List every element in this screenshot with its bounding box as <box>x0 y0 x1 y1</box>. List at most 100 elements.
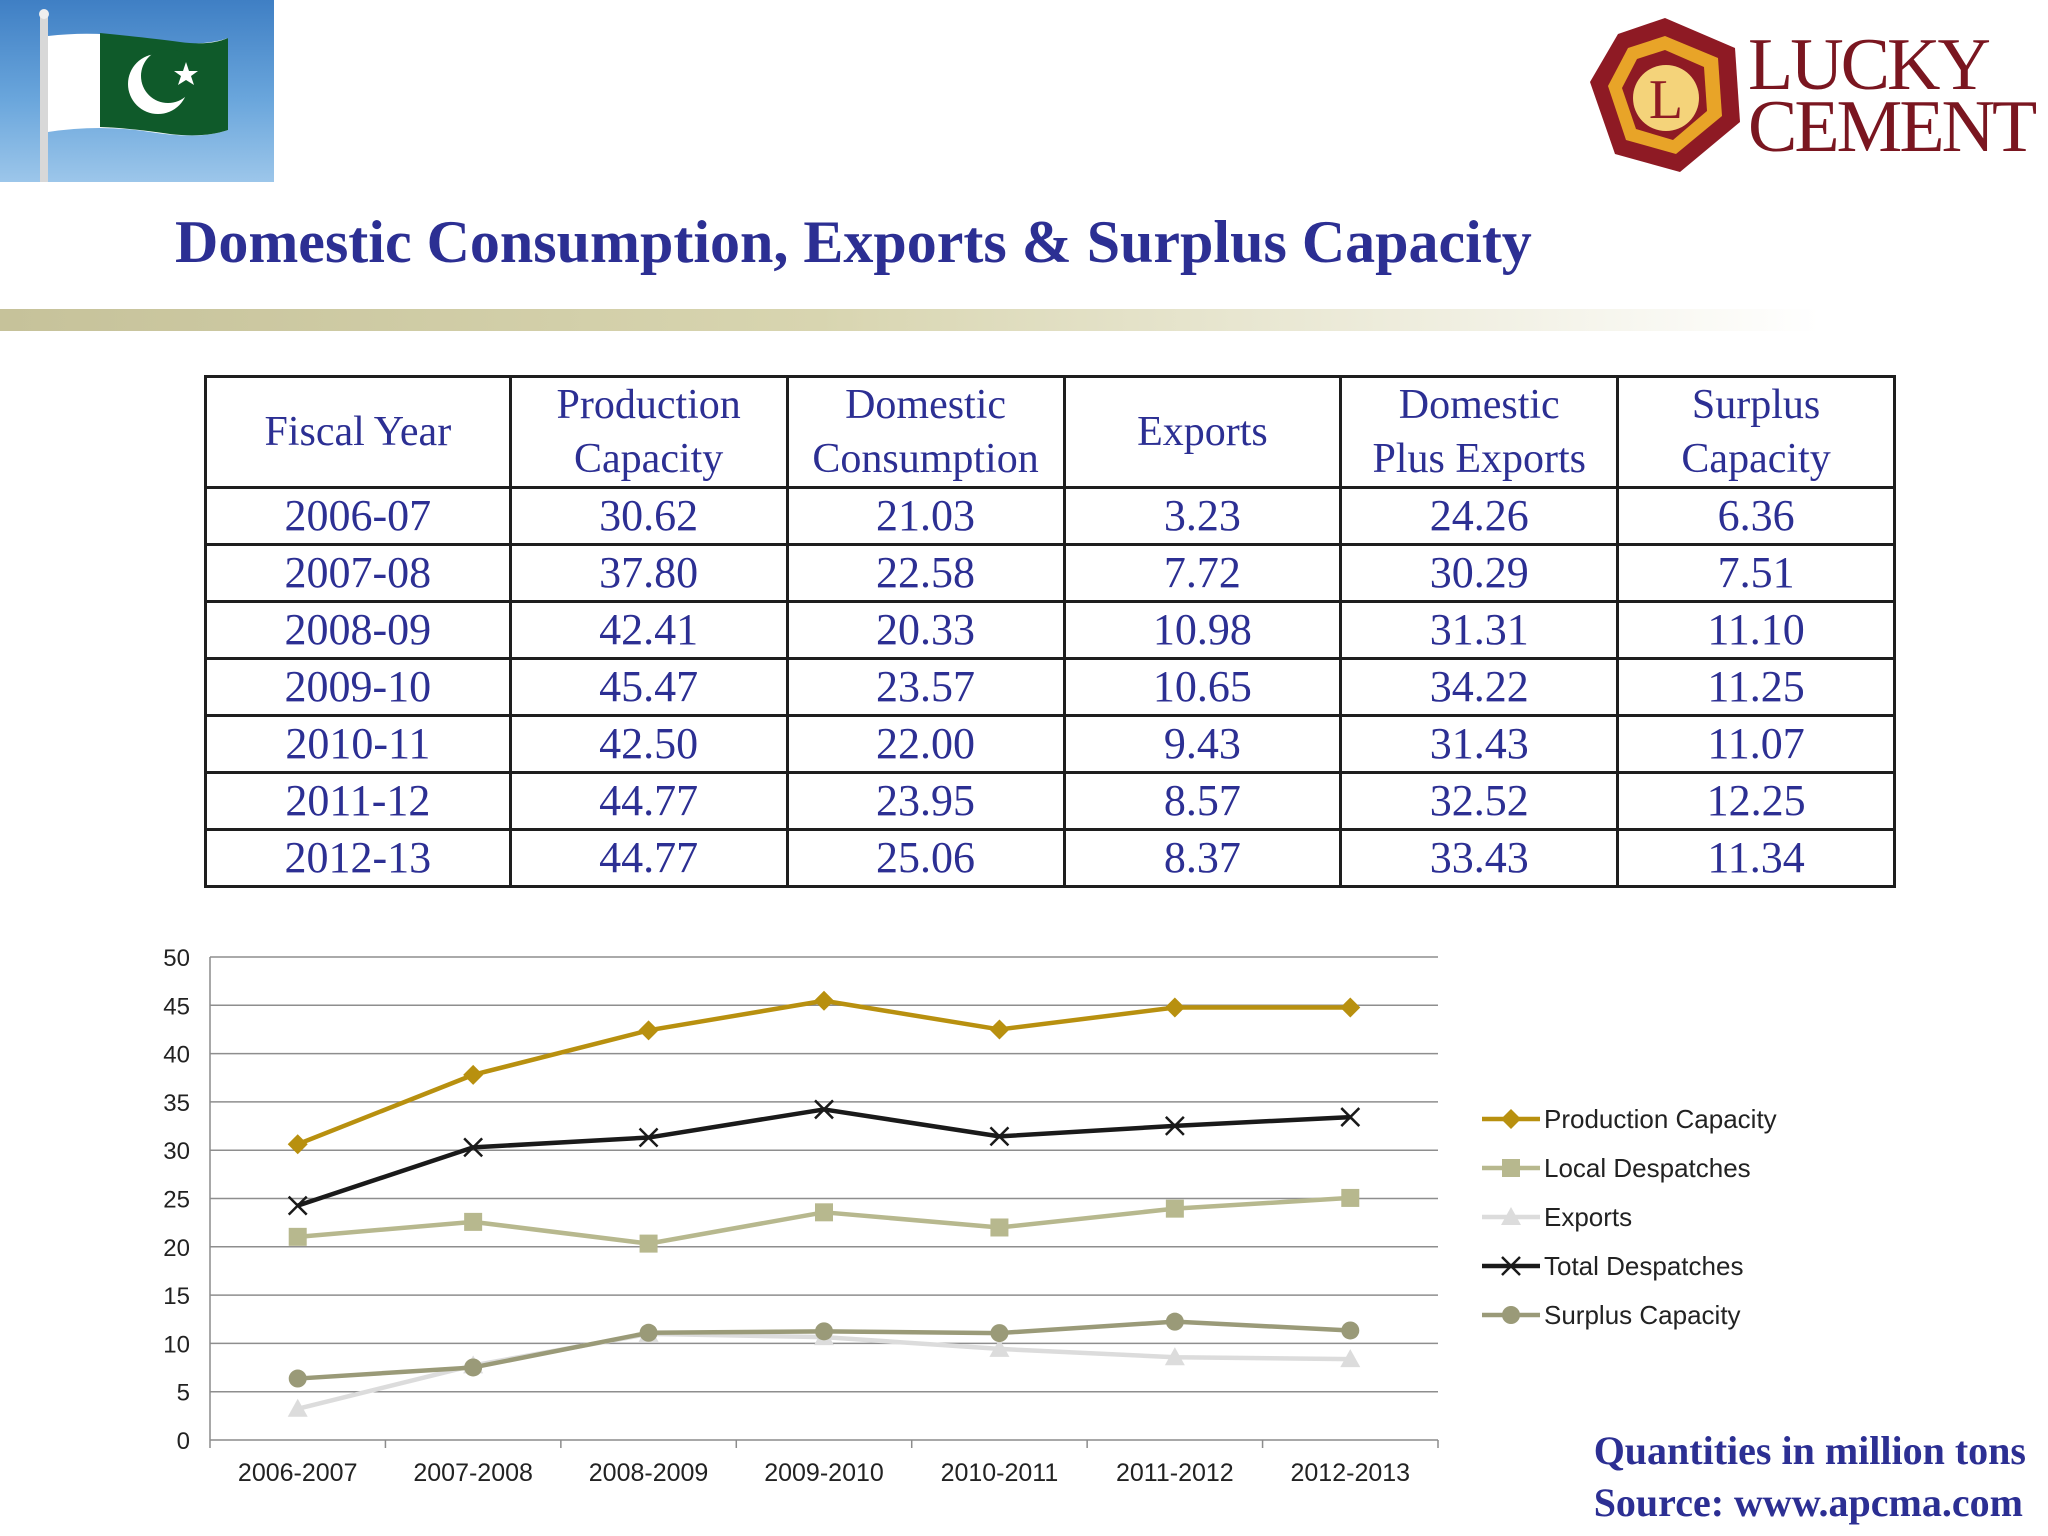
data-point <box>463 1064 484 1085</box>
x-tick-label: 2009-2010 <box>764 1459 884 1487</box>
table-cell: 9.43 <box>1062 714 1343 774</box>
table-cell: 24.26 <box>1339 486 1620 546</box>
table-row: 2006-07 30.62 21.03 3.23 24.26 6.36 <box>204 486 1896 546</box>
table-cell: 23.57 <box>785 657 1066 717</box>
table-cell: 37.80 <box>508 543 789 603</box>
table-row: 2012-13 44.77 25.06 8.37 33.43 11.34 <box>204 828 1896 888</box>
y-tick-label: 40 <box>163 1042 190 1069</box>
legend-marker <box>1502 1306 1520 1324</box>
data-point <box>990 1324 1009 1343</box>
table-cell: 31.31 <box>1339 600 1620 660</box>
table-header-row: Fiscal Year Production Capacity Domestic C… <box>204 375 1896 489</box>
data-point <box>287 1398 308 1417</box>
series-line <box>296 998 1351 1147</box>
table-row: 2009-10 45.47 23.57 10.65 34.22 11.25 <box>204 657 1896 717</box>
table-cell: 2009-10 <box>204 657 512 717</box>
data-point <box>814 1099 834 1120</box>
x-tick-label: 2012-2013 <box>1291 1459 1411 1487</box>
series-line <box>297 1331 1351 1411</box>
data-point <box>464 1212 483 1231</box>
footnote: Quantities in million tons Source: www.a… <box>1594 1425 2026 1529</box>
data-point <box>288 1369 307 1388</box>
y-tick-label: 0 <box>177 1428 190 1455</box>
table-cell: 8.57 <box>1062 771 1343 831</box>
table-cell: 11.25 <box>1616 657 1896 717</box>
data-point <box>1164 1347 1185 1366</box>
y-tick-label: 50 <box>163 945 190 972</box>
data-point <box>1341 1321 1360 1340</box>
data-point <box>1340 1349 1361 1368</box>
pakistan-flag-icon <box>0 0 274 182</box>
table-cell: 2010-11 <box>204 714 512 774</box>
x-tick-label: 2007-2008 <box>413 1459 533 1487</box>
data-point <box>288 1227 307 1246</box>
table-cell: 45.47 <box>508 657 789 717</box>
data-point <box>989 1019 1010 1040</box>
column-header: Fiscal Year <box>204 375 512 489</box>
y-tick-label: 10 <box>163 1331 190 1358</box>
data-point <box>639 1323 658 1342</box>
data-point <box>463 1137 484 1158</box>
table-cell: 30.62 <box>508 486 789 546</box>
table-cell: 3.23 <box>1062 486 1343 546</box>
legend-label: Total Despatches <box>1544 1251 1743 1281</box>
y-tick-label: 15 <box>163 1283 190 1310</box>
x-tick-label: 2010-2011 <box>941 1459 1059 1487</box>
title-divider <box>0 309 1820 331</box>
data-point <box>1341 1188 1360 1207</box>
source-note: Source: www.apcma.com <box>1593 1480 2023 1525</box>
data-point <box>639 1234 658 1253</box>
table-cell: 33.43 <box>1339 828 1620 888</box>
series-line <box>297 1107 1351 1208</box>
table-cell: 44.77 <box>508 771 789 831</box>
table-cell: 2008-09 <box>204 600 512 660</box>
legend-marker <box>1502 1159 1520 1177</box>
table-cell: 8.37 <box>1062 828 1343 888</box>
table-cell: 7.72 <box>1062 543 1343 603</box>
x-tick-label: 2008-2009 <box>589 1459 709 1487</box>
table-cell: 22.00 <box>785 714 1066 774</box>
column-header: Production Capacity <box>508 375 789 489</box>
table-row: 2008-09 42.41 20.33 10.98 31.31 11.10 <box>204 600 1896 660</box>
x-tick-label: 2011-2012 <box>1116 1459 1234 1487</box>
table-cell: 10.98 <box>1062 600 1343 660</box>
table-cell: 7.51 <box>1616 543 1896 603</box>
table-body: 2006-07 30.62 21.03 3.23 24.26 6.36 2007-08 37.… <box>204 486 1896 888</box>
table-cell: 2007-08 <box>204 543 512 603</box>
data-point <box>1165 1312 1184 1331</box>
table-row: 2010-11 42.50 22.00 9.43 31.43 11.07 <box>204 714 1896 774</box>
logo-text-lucky: LUCKY <box>1748 24 1991 106</box>
table-cell: 44.77 <box>508 828 789 888</box>
y-tick-label: 45 <box>163 993 190 1020</box>
column-header: Domestic Consumption <box>785 375 1066 489</box>
legend-marker <box>1501 1109 1521 1129</box>
y-tick-label: 30 <box>163 1138 190 1165</box>
units-note: Quantities in million tons <box>1593 1428 2026 1473</box>
legend-label: Local Despatches <box>1544 1153 1751 1183</box>
table-cell: 2006-07 <box>204 486 512 546</box>
table-cell: 23.95 <box>785 771 1066 831</box>
data-point <box>815 1322 833 1341</box>
table-cell: 25.06 <box>785 828 1066 888</box>
table-cell: 31.43 <box>1339 714 1620 774</box>
data-point <box>1164 1115 1185 1136</box>
table-cell: 2011-12 <box>204 771 512 831</box>
legend-marker <box>1501 1256 1521 1276</box>
table-cell: 42.50 <box>508 714 789 774</box>
data-point <box>815 1203 833 1222</box>
column-header: Surplus Capacity <box>1616 375 1896 489</box>
table-cell: 11.34 <box>1616 828 1896 888</box>
y-tick-label: 35 <box>163 1090 190 1117</box>
data-point <box>1165 1199 1184 1218</box>
column-header: Domestic Plus Exports <box>1339 375 1620 489</box>
data-point <box>638 1127 659 1148</box>
data-point <box>990 1218 1009 1237</box>
table-cell: 11.10 <box>1616 600 1896 660</box>
table-cell: 11.07 <box>1616 714 1896 774</box>
table-row: 2011-12 44.77 23.95 8.57 32.52 12.25 <box>204 771 1896 831</box>
table-cell: 34.22 <box>1339 657 1620 717</box>
legend-label: Surplus Capacity <box>1544 1300 1741 1330</box>
table-cell: 12.25 <box>1616 771 1896 831</box>
x-tick-label: 2006-2007 <box>238 1459 358 1487</box>
table-cell: 2012-13 <box>204 828 512 888</box>
